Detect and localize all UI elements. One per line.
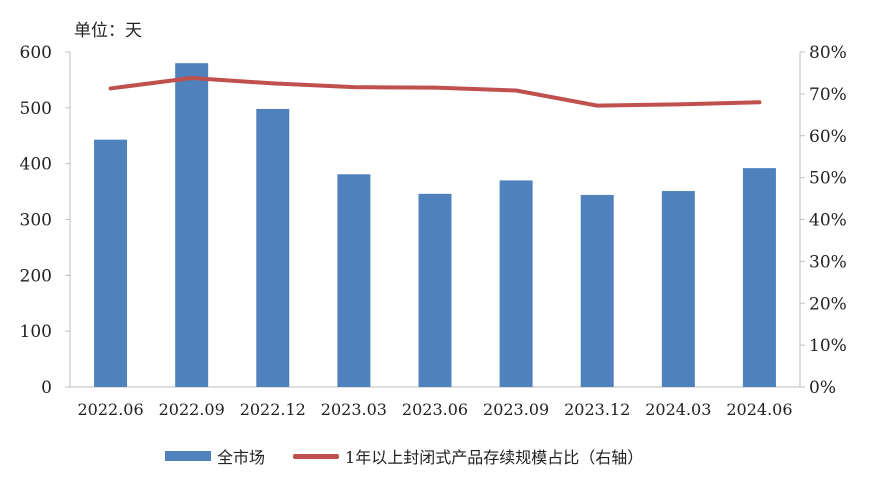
right-tick-label: 70%: [809, 85, 847, 105]
x-tick-label: 2022.06: [77, 400, 143, 419]
x-tick-label: 2022.09: [159, 400, 225, 419]
left-tick-label: 300: [20, 211, 52, 231]
bar: [256, 108, 290, 387]
right-tick-label: 0%: [809, 378, 836, 398]
right-tick-label: 80%: [809, 43, 847, 63]
bar: [499, 180, 533, 387]
x-tick-label: 2023.03: [321, 400, 387, 419]
right-tick-label: 10%: [809, 336, 847, 356]
right-tick-label: 60%: [809, 127, 847, 147]
bar: [175, 63, 209, 388]
left-tick-label: 100: [20, 322, 52, 342]
right-tick-label: 30%: [809, 252, 847, 272]
bar: [661, 191, 695, 387]
legend-swatch-bar: [165, 451, 211, 461]
left-tick-label: 200: [20, 266, 52, 286]
legend: 全市场 1年以上封闭式产品存续规模占比（右轴）: [165, 444, 671, 468]
legend-label-bar: 全市场: [217, 448, 266, 467]
x-tick-label: 2023.06: [402, 400, 468, 419]
x-tick-label: 2024.03: [645, 400, 711, 419]
left-tick-label: 600: [20, 43, 52, 63]
x-tick-label: 2022.12: [240, 400, 306, 419]
x-tick-label: 2023.12: [564, 400, 630, 419]
unit-label: 单位：天: [74, 21, 142, 41]
bar: [94, 139, 128, 387]
bar: [742, 168, 776, 387]
left-tick-label: 500: [20, 99, 52, 119]
bar: [580, 194, 614, 387]
right-tick-label: 40%: [809, 211, 847, 231]
x-tick-label: 2024.06: [726, 400, 792, 419]
legend-label-line: 1年以上封闭式产品存续规模占比（右轴）: [345, 448, 644, 467]
right-tick-label: 50%: [809, 169, 847, 189]
left-tick-label: 400: [20, 155, 52, 175]
right-tick-label: 20%: [809, 294, 847, 314]
bar: [337, 174, 371, 387]
left-tick-label: 0: [41, 378, 52, 398]
legend-item-bar: 全市场: [165, 444, 265, 468]
x-tick-label: 2023.09: [483, 400, 549, 419]
legend-item-line: 1年以上封闭式产品存续规模占比（右轴）: [293, 444, 643, 468]
bar: [418, 193, 452, 387]
legend-swatch-line: [293, 453, 340, 459]
